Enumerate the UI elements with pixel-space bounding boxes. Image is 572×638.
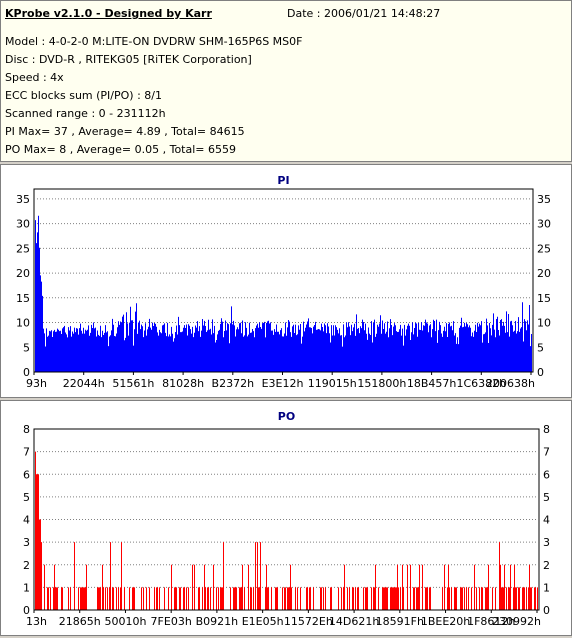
- pi-y-tick-left: 0: [23, 366, 30, 379]
- po-y-tick-right: 4: [543, 514, 550, 527]
- po-x-tick-label: E1E05h: [242, 615, 284, 628]
- po-y-tick-left: 4: [23, 514, 30, 527]
- po-y-tick-left: 6: [23, 468, 30, 481]
- pi-y-tick-right: 30: [537, 218, 551, 231]
- info-panel: KProbe v2.1.0 - Designed by Karr Date : …: [0, 0, 572, 162]
- pi-y-tick-left: 5: [23, 341, 30, 354]
- pi-x-tick-label: 1C6382h: [456, 377, 506, 390]
- po-x-tick-label: 230992h: [492, 615, 541, 628]
- pi-y-tick-left: 25: [16, 242, 30, 255]
- po-chart: PO 0 0 1 1 2 2 3 3 4 4 5 5 6 6 7 7 8 8 13h 21865h 50010h 7FE03…: [23, 410, 550, 628]
- app-title: KProbe v2.1.0 - Designed by Karr: [5, 7, 212, 20]
- pi-y-tick-right: 15: [537, 292, 551, 305]
- po-y-tick-right: 0: [543, 604, 550, 617]
- pi-x-tick-label: 119015h: [308, 377, 357, 390]
- pi-y-tick-right: 0: [537, 366, 544, 379]
- pi-chart: PI 0 0 5 5 10 10 15 15 20 20 25 25 30 30 35 35 93h 22044h 5…: [16, 174, 551, 390]
- disc-line: Disc : DVD-R , RITEKG05 [RiTEK Corporati…: [5, 53, 252, 66]
- po-y-tick-left: 1: [23, 581, 30, 594]
- pi-chart-panel: PI 0 0 5 5 10 10 15 15 20 20 25 25 30 30 35 35 93h 22044h 5…: [0, 164, 572, 398]
- po-y-tick-left: 5: [23, 491, 30, 504]
- po-y-tick-right: 2: [543, 559, 550, 572]
- po-x-tick-label: 21865h: [59, 615, 101, 628]
- pi-stats-line: PI Max= 37 , Average= 4.89 , Total= 8461…: [5, 125, 245, 138]
- pi-x-tick-label: 151800h: [357, 377, 406, 390]
- pi-y-tick-left: 15: [16, 292, 30, 305]
- po-chart-panel: PO 0 0 1 1 2 2 3 3 4 4 5 5 6 6 7 7 8 8 13h 21865h 50010h 7FE03…: [0, 400, 572, 636]
- po-y-tick-right: 7: [543, 446, 550, 459]
- pi-x-tick-label: 51561h: [112, 377, 154, 390]
- po-stats-line: PO Max= 8 , Average= 0.05 , Total= 6559: [5, 143, 236, 156]
- pi-y-tick-left: 10: [16, 317, 30, 330]
- pi-y-tick-right: 35: [537, 193, 551, 206]
- pi-x-tick-label: 22044h: [63, 377, 105, 390]
- po-x-tick-label: 14D621h: [329, 615, 379, 628]
- range-line: Scanned range : 0 - 231112h: [5, 107, 166, 120]
- pi-bars: [35, 215, 532, 372]
- po-y-tick-left: 3: [23, 536, 30, 549]
- po-y-tick-left: 7: [23, 446, 30, 459]
- po-x-tick-label: 18591Fh: [376, 615, 424, 628]
- pi-y-tick-right: 10: [537, 317, 551, 330]
- po-x-tick-label: 13h: [26, 615, 47, 628]
- pi-x-tick-label: E3E12h: [262, 377, 304, 390]
- po-chart-title: PO: [278, 410, 295, 423]
- pi-x-tick-label: 93h: [26, 377, 47, 390]
- pi-x-tick-label: 18B457h: [407, 377, 457, 390]
- po-bars: [35, 451, 538, 610]
- po-y-tick-right: 8: [543, 423, 550, 436]
- po-x-tick-label: 1F8612h: [467, 615, 515, 628]
- pi-y-tick-right: 5: [537, 341, 544, 354]
- po-x-tick-label: 1BEE20h: [421, 615, 470, 628]
- po-y-tick-left: 0: [23, 604, 30, 617]
- pi-y-tick-right: 25: [537, 242, 551, 255]
- po-y-tick-left: 2: [23, 559, 30, 572]
- pi-chart-title: PI: [277, 174, 289, 187]
- po-y-tick-right: 1: [543, 581, 550, 594]
- po-y-tick-left: 8: [23, 423, 30, 436]
- pi-x-tick-label: B2372h: [212, 377, 255, 390]
- scan-date: Date : 2006/01/21 14:48:27: [287, 7, 441, 20]
- ecc-line: ECC blocks sum (PI/PO) : 8/1: [5, 89, 162, 102]
- pi-y-tick-right: 20: [537, 267, 551, 280]
- pi-y-tick-left: 30: [16, 218, 30, 231]
- pi-y-tick-left: 20: [16, 267, 30, 280]
- po-x-tick-label: 11572Eh: [284, 615, 333, 628]
- model-line: Model : 4-0-2-0 M:LITE-ON DVDRW SHM-165P…: [5, 35, 303, 48]
- po-y-tick-right: 6: [543, 468, 550, 481]
- pi-x-tick-label: 81028h: [162, 377, 204, 390]
- pi-x-tick-label: 200638h: [486, 377, 535, 390]
- pi-y-tick-left: 35: [16, 193, 30, 206]
- po-x-tick-label: 50010h: [104, 615, 146, 628]
- po-y-tick-right: 5: [543, 491, 550, 504]
- po-x-tick-label: 7FE03h: [151, 615, 192, 628]
- po-y-tick-right: 3: [543, 536, 550, 549]
- speed-line: Speed : 4x: [5, 71, 64, 84]
- po-x-tick-label: B0921h: [196, 615, 239, 628]
